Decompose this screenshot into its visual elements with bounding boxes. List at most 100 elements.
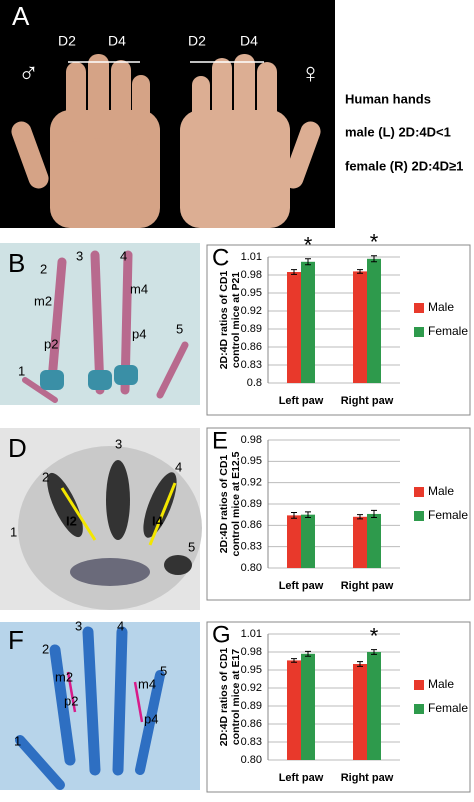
digit-label: 2	[42, 641, 49, 656]
length-line	[60, 487, 97, 541]
error-bar	[291, 658, 297, 663]
digit-label: 4	[175, 459, 182, 474]
legend-label: Female	[428, 324, 468, 338]
caption: female (R) 2D:4D≥1	[345, 158, 463, 173]
x-tick-label: Left paw	[279, 772, 324, 784]
bar	[301, 653, 315, 760]
y-tick-label: 0.98	[241, 646, 262, 658]
bone-label: p4	[144, 711, 158, 726]
error-bar	[291, 269, 297, 275]
bone-label: m4	[130, 281, 148, 296]
y-tick-label: 0.98	[241, 269, 262, 281]
hand-right	[180, 54, 321, 228]
y-tick-label: 0.80	[241, 754, 262, 766]
y-tick-label: 0.8	[247, 377, 262, 389]
chart-frame	[206, 621, 471, 793]
panel-label: F	[8, 625, 24, 655]
x-tick-label: Right paw	[341, 580, 394, 592]
error-bar	[305, 650, 311, 657]
digit-label: 4	[120, 248, 127, 263]
digit-rays	[47, 460, 192, 586]
y-tick-label: 0.89	[241, 323, 262, 335]
bones-f	[15, 626, 165, 790]
length-line	[148, 482, 177, 546]
legend-swatch	[414, 680, 424, 690]
digit-label: 3	[115, 436, 122, 451]
length-label: I2	[66, 513, 77, 528]
caption: Human hands	[345, 91, 431, 106]
y-tick-label: 0.92	[241, 305, 262, 317]
digit-label: 5	[188, 539, 195, 554]
joints-b	[40, 365, 138, 390]
panel-label: A	[12, 1, 30, 31]
bar	[353, 516, 367, 568]
y-tick-label: 0.83	[241, 736, 262, 748]
panel-label: B	[8, 248, 25, 278]
length-line	[133, 681, 144, 723]
x-tick-label: Left paw	[279, 580, 324, 592]
legend-swatch	[414, 487, 424, 497]
panel-label: C	[212, 244, 229, 271]
y-tick-label: 0.92	[241, 682, 262, 694]
significance-mark: *	[370, 623, 379, 648]
y-tick-label: 0.89	[241, 498, 262, 510]
digit-label: 5	[176, 321, 183, 336]
y-tick-label: 0.95	[241, 664, 262, 676]
y-axis-title: control mice at E17	[230, 649, 242, 745]
bar	[287, 660, 301, 760]
y-tick-label: 1.01	[241, 628, 262, 640]
legend-label: Female	[428, 508, 468, 522]
hand-left	[11, 54, 160, 228]
digit-label: 1	[10, 524, 17, 539]
bar	[353, 271, 367, 383]
error-bar	[291, 512, 297, 519]
significance-mark: *	[304, 233, 313, 258]
significance-mark: *	[370, 230, 379, 255]
bar	[367, 652, 381, 760]
bone-label: p2	[64, 693, 78, 708]
y-tick-label: 0.83	[241, 359, 262, 371]
y-tick-label: 0.89	[241, 700, 262, 712]
legend-label: Male	[428, 677, 454, 691]
finger-label: D2	[188, 33, 206, 49]
bar	[367, 513, 381, 568]
error-bar	[357, 661, 363, 667]
legend-label: Female	[428, 701, 468, 715]
finger-label: D4	[108, 33, 126, 49]
digit-label: 2	[40, 261, 47, 276]
x-tick-label: Right paw	[341, 772, 394, 784]
digit-label: 1	[18, 363, 25, 378]
error-bar	[305, 258, 311, 266]
legend-label: Male	[428, 300, 454, 314]
error-bar	[371, 255, 377, 263]
bone-label: m2	[34, 293, 52, 308]
bar	[301, 261, 315, 383]
y-tick-label: 0.80	[241, 562, 262, 574]
y-tick-label: 0.95	[241, 287, 262, 299]
x-tick-label: Left paw	[279, 395, 324, 407]
x-tick-label: Right paw	[341, 395, 394, 407]
y-tick-label: 0.86	[241, 519, 262, 531]
bar	[287, 272, 301, 383]
finger-label: D4	[240, 33, 258, 49]
error-bar	[371, 649, 377, 655]
digit-label: 4	[117, 618, 124, 633]
length-label: I4	[152, 513, 164, 528]
panel-label: D	[8, 433, 27, 463]
error-bar	[357, 269, 363, 274]
y-tick-label: 0.98	[241, 434, 262, 446]
legend-label: Male	[428, 484, 454, 498]
panel-label: G	[212, 621, 231, 648]
digit-label: 2	[42, 469, 49, 484]
bar	[287, 515, 301, 568]
bone-label: m4	[138, 676, 156, 691]
chart-frame	[206, 427, 471, 601]
digit-label: 3	[76, 248, 83, 263]
bar	[367, 258, 381, 383]
y-axis-title: control mice at P21	[230, 272, 242, 368]
bar	[301, 514, 315, 568]
chart-frame	[206, 244, 471, 416]
panel-label: E	[212, 427, 228, 454]
digit-label: 3	[75, 618, 82, 633]
